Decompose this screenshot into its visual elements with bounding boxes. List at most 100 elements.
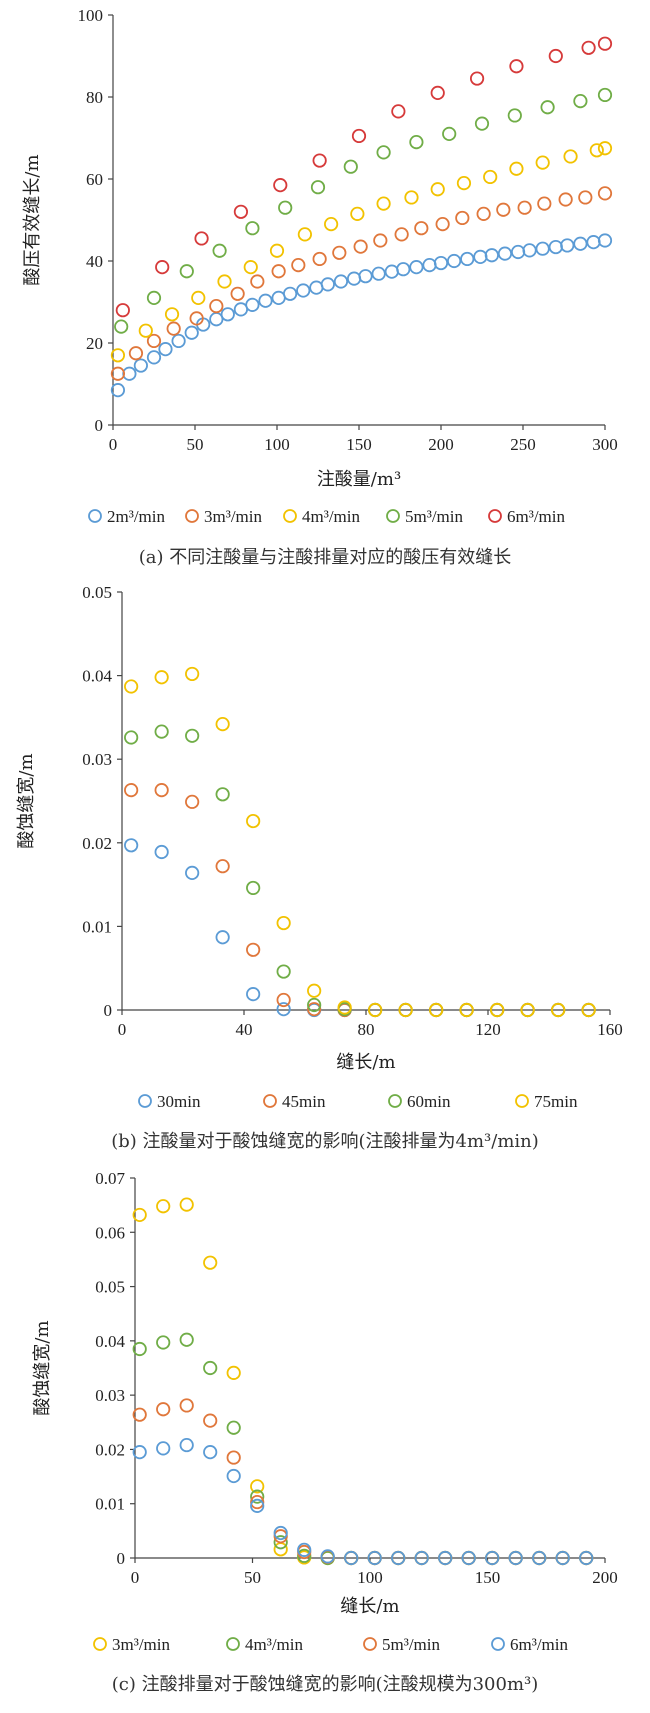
data-point (367, 1550, 382, 1566)
data-point (203, 1255, 218, 1270)
y-tick-label: 20 (86, 334, 103, 353)
data-point (146, 333, 162, 349)
data-point (558, 192, 573, 207)
data-point (373, 233, 388, 248)
data-point (194, 231, 209, 246)
legend-marker (263, 1094, 277, 1108)
data-point (209, 298, 224, 314)
figure-caption: (c) 注酸排量对于酸蚀缝宽的影响(注酸规模为300m³) (112, 1674, 539, 1695)
data-point (276, 964, 291, 979)
data-point (597, 87, 613, 103)
data-point (456, 176, 472, 191)
data-point (132, 1445, 147, 1460)
data-point (114, 319, 129, 334)
data-point (509, 59, 524, 74)
y-axis-label: 酸压有效缝长/m (22, 154, 43, 285)
data-point (309, 280, 324, 295)
data-point (110, 366, 126, 381)
series-4 (124, 666, 596, 1018)
data-point (433, 255, 449, 271)
legend-marker (515, 1094, 529, 1108)
data-point (278, 200, 293, 215)
data-point (297, 1548, 312, 1563)
data-point (110, 383, 126, 398)
data-point (138, 323, 153, 338)
data-point (297, 1542, 312, 1557)
data-point (320, 1549, 335, 1564)
data-point (312, 153, 327, 168)
legend-label: 60min (407, 1092, 451, 1111)
x-tick-label: 100 (264, 435, 290, 454)
data-point (146, 350, 162, 365)
data-point (581, 40, 596, 55)
data-point (307, 983, 322, 998)
data-point (469, 71, 485, 86)
legend-label: 5m³/min (382, 1635, 440, 1654)
chart-a: 0 50 100 150 200 250 300 0 20 40 60 80 100 注酸量/m³ 酸压有效… (22, 6, 618, 568)
y-tick-label: 0 (95, 416, 104, 435)
data-point (391, 104, 406, 119)
data-point (548, 239, 563, 255)
data-point (215, 930, 230, 945)
x-tick-label: 40 (236, 1020, 253, 1039)
data-point (476, 206, 491, 221)
data-point (384, 264, 399, 279)
data-point (563, 149, 578, 164)
data-point (250, 1498, 265, 1513)
data-point (179, 1437, 194, 1453)
legend-marker (388, 1094, 402, 1108)
data-point (537, 196, 552, 211)
data-point (258, 293, 273, 308)
y-tick-label: 0.05 (95, 1278, 125, 1297)
x-axis-label: 注酸量/m³ (317, 469, 401, 490)
y-tick-label: 0.06 (95, 1223, 125, 1242)
data-point (271, 264, 286, 279)
data-point (414, 1550, 429, 1566)
data-point (233, 204, 249, 219)
data-point (185, 728, 200, 743)
data-point (485, 1550, 500, 1566)
data-point (179, 1197, 194, 1212)
data-point (154, 844, 169, 860)
data-point (473, 249, 488, 264)
data-point (461, 1550, 476, 1566)
data-point (442, 126, 457, 141)
data-point (551, 1002, 566, 1018)
data-point (320, 277, 335, 292)
legend-marker (185, 509, 199, 523)
data-point (490, 1002, 505, 1018)
data-point (297, 227, 312, 242)
data-point (250, 1489, 265, 1504)
data-point (283, 286, 298, 301)
data-point (203, 1445, 218, 1460)
y-axis-label: 酸蚀缝宽/m (16, 753, 37, 848)
data-point (185, 865, 200, 880)
data-point (578, 190, 593, 205)
data-point (185, 666, 200, 682)
data-point (156, 1335, 171, 1350)
data-point (245, 221, 260, 236)
data-point (333, 274, 349, 289)
data-point (246, 813, 261, 829)
data-point (155, 260, 170, 275)
data-point (203, 1413, 218, 1428)
data-point (217, 274, 232, 289)
data-point (459, 1002, 474, 1018)
data-point (548, 48, 563, 64)
data-point (447, 253, 462, 269)
series-3 (110, 141, 613, 363)
data-point (532, 1550, 547, 1566)
data-point (508, 1550, 523, 1566)
legend-marker (386, 509, 400, 523)
legend-label: 4m³/min (245, 1635, 303, 1654)
data-point (250, 1494, 265, 1510)
data-point (422, 257, 437, 273)
data-point (171, 333, 186, 349)
data-point (573, 94, 588, 109)
data-point (337, 1000, 352, 1015)
data-point (409, 135, 424, 150)
y-tick-label: 80 (86, 88, 103, 107)
y-tick-label: 0.01 (95, 1495, 125, 1514)
data-point (496, 202, 511, 217)
